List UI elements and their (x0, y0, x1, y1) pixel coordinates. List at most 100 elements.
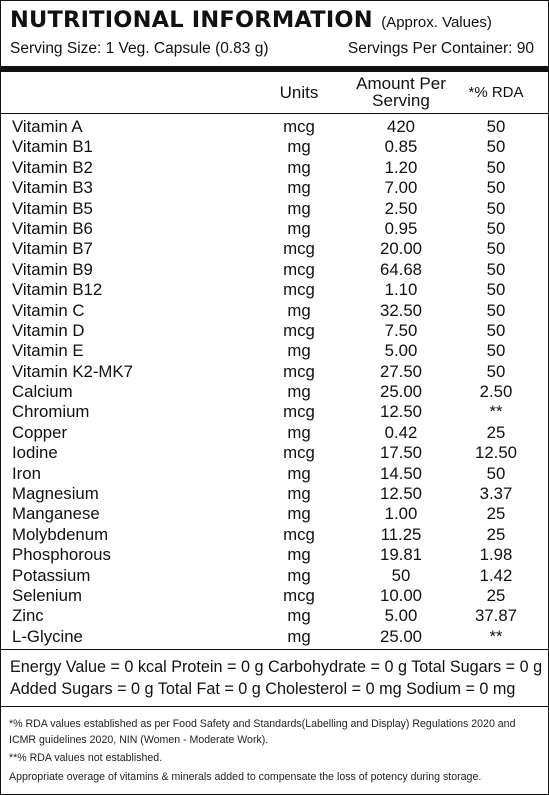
nutrient-name: Vitamin B3 (12, 178, 93, 198)
nutrient-rda: 50 (486, 259, 506, 279)
energy-summary: Energy Value = 0 kcal Protein = 0 g Carb… (10, 656, 545, 700)
title-row: NUTRITIONAL INFORMATION (Approx. Values) (10, 7, 540, 37)
nutrient-rda: 50 (486, 320, 506, 340)
nutrient-unit: mg (287, 484, 311, 504)
nutrient-rda: 1.42 (479, 565, 513, 585)
nutrient-unit: mg (287, 300, 311, 320)
column-header-rda: *% RDA (468, 84, 524, 101)
nutrient-amount: 25.00 (380, 626, 422, 646)
table-row: Vitamin B1 mg 0.85 50 (1, 137, 548, 157)
nutrient-amount: 5.00 (384, 341, 418, 361)
nutrient-unit: mcg (283, 443, 315, 463)
table-row: Vitamin B6 mg 0.95 50 (1, 219, 548, 239)
nutrient-amount: 64.68 (380, 259, 422, 279)
nutrient-name: Chromium (12, 402, 90, 422)
column-header-amount: Amount Per Serving (341, 75, 461, 109)
nutrient-unit: mg (287, 198, 311, 218)
table-row: Calcium mg 25.00 2.50 (1, 382, 548, 402)
approx-values-note: (Approx. Values) (381, 14, 492, 31)
nutrient-rda: 50 (486, 218, 506, 238)
nutrient-name: Vitamin B5 (12, 198, 93, 218)
table-row: Iron mg 14.50 50 (1, 464, 548, 484)
nutrient-unit: mg (287, 157, 311, 177)
nutrient-unit: mg (287, 178, 311, 198)
nutrient-name: Calcium (12, 382, 73, 402)
nutrient-amount: 12.50 (380, 402, 422, 422)
nutrient-rda: 50 (486, 239, 506, 259)
nutrient-amount: 27.50 (380, 361, 422, 381)
nutrient-amount: 7.00 (384, 178, 418, 198)
nutrient-rda: 25 (486, 585, 506, 605)
nutrient-name: Vitamin K2-MK7 (12, 361, 133, 381)
nutrient-name: Vitamin B2 (12, 157, 93, 177)
table-row: Vitamin B7 mcg 20.00 50 (1, 239, 548, 259)
nutrient-amount: 20.00 (380, 239, 422, 259)
nutrient-rda: 25 (486, 524, 506, 544)
nutrient-unit: mg (287, 545, 311, 565)
nutrient-amount: 11.25 (380, 524, 422, 544)
nutrient-rda: 50 (486, 341, 506, 361)
nutrient-amount: 1.00 (384, 504, 418, 524)
nutrient-name: Vitamin B9 (12, 259, 93, 279)
nutrient-rda: 50 (486, 117, 506, 136)
nutrient-amount: 50 (391, 565, 411, 585)
summary-line-2: Added Sugars = 0 g Total Fat = 0 g Chole… (10, 680, 516, 698)
nutrient-amount: 17.50 (380, 443, 422, 463)
divider-thick (1, 66, 548, 72)
nutrient-rda: 50 (486, 300, 506, 320)
footnote-rda-not-established: **% RDA values not established. (9, 752, 163, 764)
table-row: Phosphorous mg 19.81 1.98 (1, 545, 548, 565)
nutrient-name: Iron (12, 463, 41, 483)
table-row: Chromium mcg 12.50 ** (1, 402, 548, 422)
table-row: Vitamin B5 mg 2.50 50 (1, 199, 548, 219)
nutrient-amount: 7.50 (384, 320, 418, 340)
nutrient-amount: 2.50 (384, 198, 418, 218)
nutrient-rda: 12.50 (475, 443, 517, 463)
nutrient-unit: mg (287, 382, 311, 402)
nutrient-name: Manganese (12, 504, 100, 524)
divider-header (1, 113, 548, 114)
nutrient-rda: ** (489, 626, 503, 646)
nutrient-amount: 0.42 (384, 422, 418, 442)
nutrient-rda: 3.37 (479, 484, 513, 504)
table-row: Molybdenum mcg 11.25 25 (1, 525, 548, 545)
nutrient-rda: ** (489, 402, 503, 422)
table-row: Vitamin B12 mcg 1.10 50 (1, 280, 548, 300)
nutrient-rda: 50 (486, 178, 506, 198)
table-row: Iodine mcg 17.50 12.50 (1, 443, 548, 463)
nutrient-unit: mcg (283, 361, 315, 381)
nutrient-amount: 420 (387, 117, 415, 136)
nutrient-rda: 50 (486, 361, 506, 381)
nutrient-unit: mg (287, 606, 311, 626)
nutrient-unit: mg (287, 504, 311, 524)
nutrient-unit: mcg (283, 117, 315, 136)
nutrient-amount: 25.00 (380, 382, 422, 402)
nutrient-unit: mg (287, 463, 311, 483)
nutrient-rda: 50 (486, 157, 506, 177)
nutrient-name: Vitamin C (12, 300, 85, 320)
footnotes: *% RDA values established as per Food Sa… (9, 717, 539, 788)
nutrient-rda: 2.50 (479, 382, 513, 402)
nutrient-name: Vitamin B7 (12, 239, 93, 259)
nutrient-amount: 0.85 (384, 137, 418, 157)
divider-summary (1, 649, 548, 650)
nutrient-rda: 50 (486, 137, 506, 157)
nutrient-rda: 50 (486, 463, 506, 483)
nutrient-name: Vitamin A (12, 117, 83, 136)
nutrient-unit: mcg (283, 239, 315, 259)
nutrient-name: Molybdenum (12, 524, 109, 544)
nutrient-name: Vitamin D (12, 320, 85, 340)
nutrient-amount: 10.00 (380, 585, 422, 605)
nutrient-unit: mcg (283, 524, 315, 544)
table-row: Vitamin K2-MK7 mcg 27.50 50 (1, 362, 548, 382)
nutrient-name: Magnesium (12, 484, 99, 504)
table-row: Selenium mcg 10.00 25 (1, 586, 548, 606)
table-row: Zinc mg 5.00 37.87 (1, 606, 548, 626)
nutrient-rda: 37.87 (475, 606, 517, 626)
nutrient-unit: mg (287, 565, 311, 585)
nutrient-name: Phosphorous (12, 545, 111, 565)
summary-line-1: Energy Value = 0 kcal Protein = 0 g Carb… (10, 658, 543, 676)
nutrient-name: Copper (12, 422, 68, 442)
nutrient-rda: 1.98 (479, 545, 513, 565)
table-row: Copper mg 0.42 25 (1, 423, 548, 443)
